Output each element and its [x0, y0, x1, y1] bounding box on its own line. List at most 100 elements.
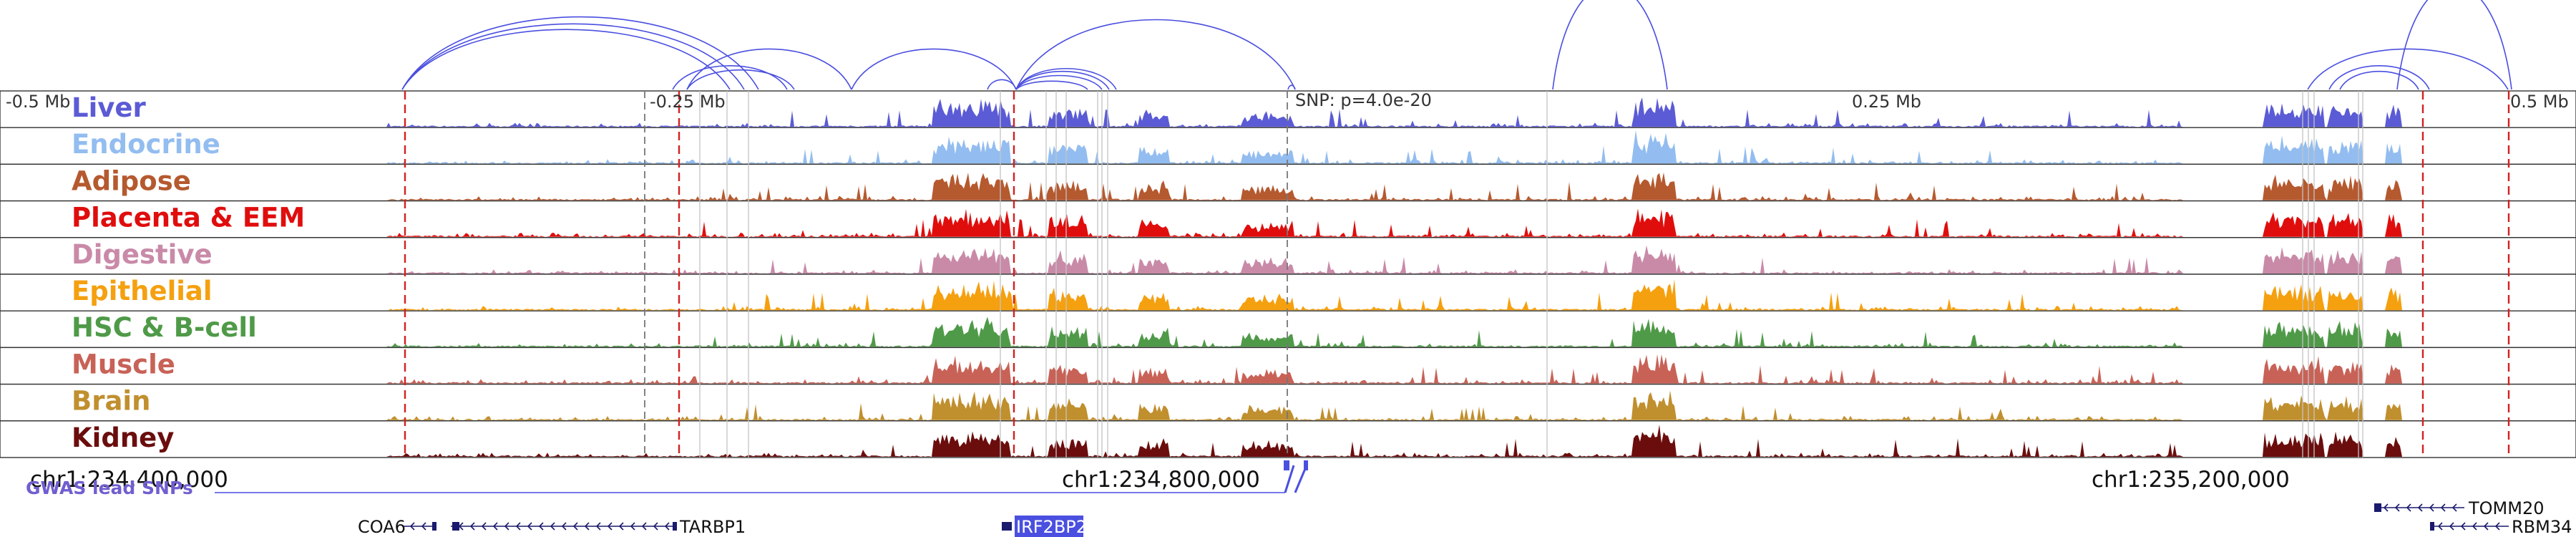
loop-arc — [2339, 71, 2419, 90]
snp-pvalue-label: SNP: p=4.0e-20 — [1295, 90, 1432, 110]
loop-arc — [1015, 74, 1103, 90]
gene-label: IRF2BP2 — [1016, 517, 1087, 537]
gwas-label: GWAS lead SNPs — [26, 478, 193, 498]
track-signal — [0, 316, 2576, 347]
loop-arc — [2307, 48, 2509, 90]
strand-arrow — [2394, 503, 2400, 512]
strand-arrow — [595, 522, 601, 531]
track-signal — [0, 354, 2576, 384]
gene-exon — [452, 522, 459, 531]
track-label: Endocrine — [72, 129, 220, 160]
loop-arc — [672, 65, 788, 90]
track-signal — [0, 245, 2576, 274]
track-label: Kidney — [72, 422, 174, 453]
strand-arrow — [515, 522, 521, 531]
loop-arc — [1015, 70, 1110, 90]
loop-arc — [1015, 19, 1296, 90]
loop-arc — [686, 69, 795, 90]
genomic-tick-label: chr1:234,400,000 — [30, 467, 228, 493]
strand-arrow — [2429, 503, 2434, 512]
gene-label: COA6 — [358, 517, 406, 537]
gwas-connector — [1284, 465, 1295, 493]
strand-arrow — [469, 522, 475, 531]
gene-exon — [1002, 522, 1012, 531]
strand-arrow — [653, 522, 658, 531]
gene-exon — [2374, 503, 2381, 512]
genomic-tick-label: chr1:234,800,000 — [1062, 467, 1260, 493]
gene-exon — [673, 522, 677, 531]
loop-arc — [1552, 0, 1668, 90]
loop-arc — [851, 48, 1017, 90]
strand-arrow — [607, 522, 613, 531]
loop-arc — [401, 29, 731, 90]
track-signal — [0, 208, 2576, 237]
track-label: Placenta & EEM — [72, 203, 305, 233]
strand-arrow — [618, 522, 624, 531]
gene-label: TOMM20 — [2468, 498, 2545, 518]
strand-arrow — [2437, 522, 2443, 531]
gene-exon — [2430, 522, 2434, 531]
strand-arrow — [2406, 503, 2411, 512]
track-label: HSC & B-cell — [72, 312, 257, 343]
strand-arrow — [641, 522, 647, 531]
strand-arrow — [481, 522, 487, 531]
overlay-lines-layer — [404, 91, 2510, 458]
tracks-layer — [0, 90, 2576, 458]
genomic-axis: chr1:234,400,000 chr1:234,800,000 chr1:235… — [30, 467, 2290, 493]
strand-arrow — [2460, 522, 2466, 531]
loops-layer — [401, 0, 2512, 90]
loop-arc — [2328, 65, 2430, 90]
track-label: Epithelial — [72, 276, 213, 306]
strand-arrow — [584, 522, 590, 531]
strand-arrow — [2483, 522, 2489, 531]
strand-arrow — [421, 522, 426, 531]
strand-arrow — [2440, 503, 2446, 512]
track-signal — [0, 390, 2576, 420]
track-label: Brain — [72, 386, 150, 417]
gwas-layer: GWAS lead SNPs — [26, 460, 1308, 498]
strand-arrow — [2494, 522, 2500, 531]
strand-arrow — [2451, 503, 2457, 512]
top-axis-labels: -0.5 Mb -0.25 Mb 0.25 Mb 0.5 Mb SNP: p=4.0e-… — [6, 90, 2569, 112]
strand-arrow — [550, 522, 555, 531]
loop-arc — [686, 48, 852, 90]
strand-arrow — [527, 522, 532, 531]
track-signal — [0, 97, 2576, 127]
loop-arc — [2396, 0, 2512, 90]
relative-tick-label: 0.25 Mb — [1852, 92, 1921, 112]
strand-arrow — [492, 522, 498, 531]
track-label: Digestive — [72, 239, 213, 270]
loop-arc — [1287, 84, 1296, 90]
gwas-snp-marker — [1304, 460, 1308, 470]
strand-arrow — [630, 522, 635, 531]
gene-label: TARBP1 — [679, 517, 746, 537]
strand-arrow — [2472, 522, 2477, 531]
loop-arc — [987, 79, 1017, 90]
strand-arrow — [409, 522, 415, 531]
track-signal — [0, 425, 2576, 457]
track-label: Adipose — [72, 165, 191, 196]
track-signal — [0, 279, 2576, 311]
strand-arrow — [538, 522, 544, 531]
loop-arc — [1015, 80, 1088, 90]
strand-arrow — [2449, 522, 2454, 531]
strand-arrow — [561, 522, 567, 531]
gene-label: RBM34 — [2512, 517, 2572, 537]
strand-arrow — [504, 522, 509, 531]
track-label: Muscle — [72, 349, 175, 379]
relative-tick-label: -0.5 Mb — [6, 92, 70, 112]
gwas-snp-marker — [1284, 460, 1289, 470]
genomic-tick-label: chr1:235,200,000 — [2092, 467, 2290, 493]
relative-tick-label: 0.5 Mb — [2510, 92, 2569, 112]
track-signal — [0, 130, 2576, 164]
strand-arrow — [664, 522, 670, 531]
loop-arc — [401, 16, 759, 90]
relative-tick-label: -0.25 Mb — [650, 92, 726, 112]
strand-arrow — [2383, 503, 2389, 512]
loop-arc — [401, 23, 745, 90]
strand-arrow — [2417, 503, 2423, 512]
strand-arrow — [572, 522, 578, 531]
gene-highlight-box — [1015, 516, 1083, 537]
